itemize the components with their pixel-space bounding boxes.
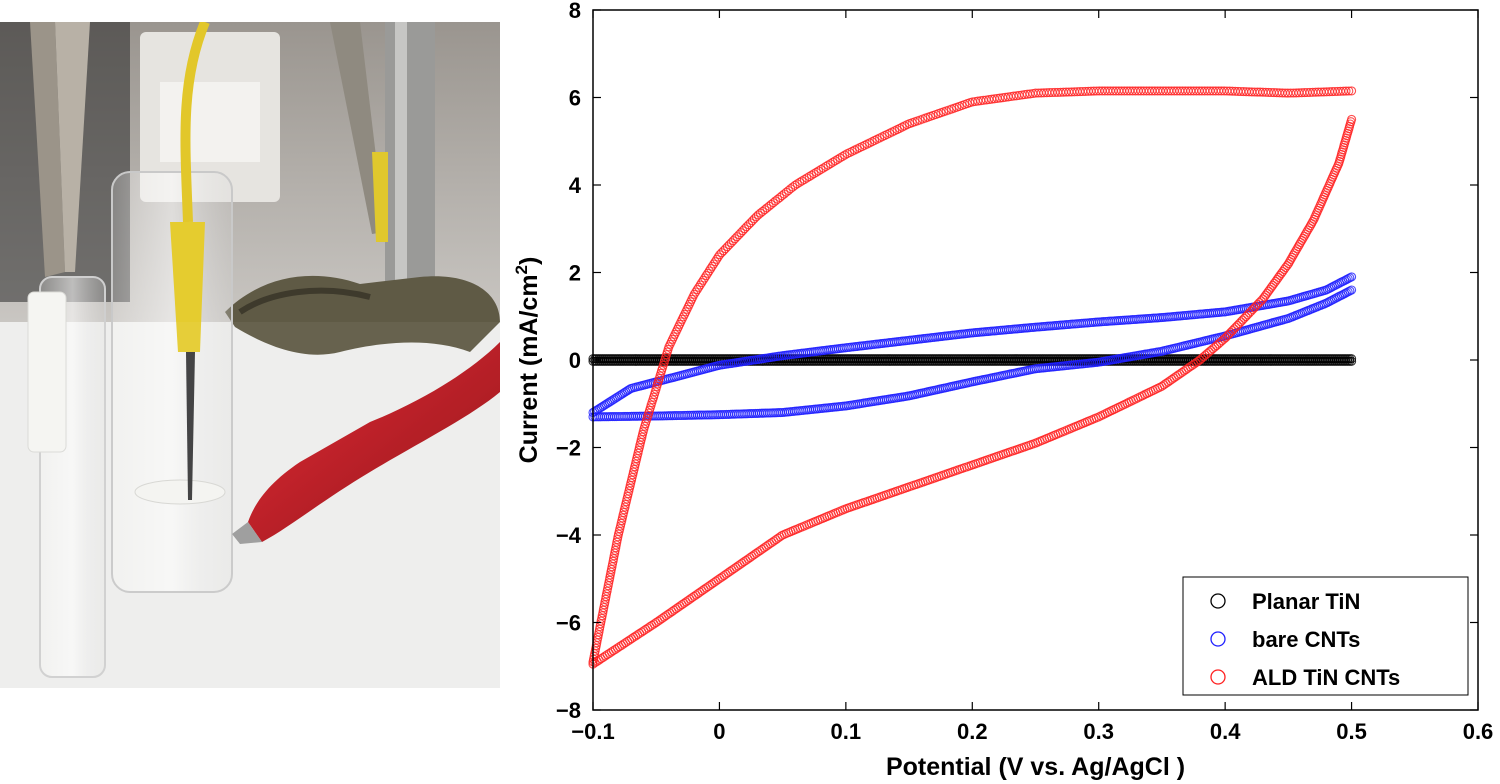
data-point — [795, 177, 805, 187]
data-point — [811, 167, 821, 177]
y-tick-label: −2 — [556, 436, 581, 461]
data-point — [710, 257, 720, 267]
legend-box — [1182, 576, 1469, 696]
data-point — [706, 264, 716, 274]
y-tick-label: −8 — [556, 698, 581, 723]
data-point — [816, 164, 826, 174]
data-point — [825, 159, 836, 169]
data-point — [837, 151, 847, 162]
series-bare-cnts — [588, 272, 1357, 422]
x-tick-label: −0.1 — [571, 719, 614, 744]
x-tick-label: 0.1 — [831, 719, 862, 744]
legend-label-ald-tin-cnts: ALD TiN CNTs — [1252, 665, 1400, 690]
data-point — [835, 153, 845, 163]
y-tick-label: −6 — [556, 611, 581, 636]
legend-marker-bare-cnts — [1210, 631, 1226, 647]
legend-label-planar-tin: Planar TiN — [1252, 589, 1360, 614]
data-point — [704, 266, 714, 276]
data-point — [806, 170, 817, 180]
x-tick-label: 0.3 — [1083, 719, 1114, 744]
legend-label-bare-cnts: bare CNTs — [1252, 627, 1360, 652]
y-tick-label: 0 — [569, 348, 581, 373]
y-tick-label: −4 — [556, 523, 582, 548]
data-point — [1344, 86, 1354, 96]
data-point — [818, 163, 828, 173]
data-point — [698, 275, 708, 285]
data-point — [840, 150, 850, 160]
data-point — [823, 160, 833, 170]
legend-marker-planar-tin — [1210, 593, 1226, 609]
x-tick-label: 0 — [713, 719, 725, 744]
data-point — [689, 289, 699, 299]
data-point — [1341, 86, 1351, 96]
data-point — [1347, 86, 1357, 96]
data-point — [788, 182, 798, 192]
data-point — [695, 280, 705, 290]
data-point — [821, 161, 831, 172]
data-point — [1347, 272, 1357, 282]
series-ald-tin-cnts — [588, 86, 1357, 669]
data-point — [799, 174, 809, 185]
data-point — [590, 658, 600, 668]
data-point — [814, 166, 824, 176]
y-tick-label: 2 — [569, 261, 581, 286]
data-point — [707, 261, 717, 271]
data-point — [809, 169, 819, 179]
data-point — [797, 176, 807, 186]
y-axis-label-close: ) — [515, 257, 543, 265]
data-point — [833, 154, 843, 164]
y-axis-label: Current (mA/cm2) — [512, 257, 543, 464]
electrochemical-cell-photo — [0, 22, 500, 688]
data-point — [692, 285, 702, 295]
data-point — [700, 273, 710, 283]
data-point — [694, 282, 704, 292]
data-point — [792, 179, 802, 189]
data-point — [709, 259, 719, 269]
y-axis-label-main: Current (mA/cm — [515, 274, 543, 463]
y-tick-label: 4 — [569, 173, 582, 198]
data-marks-layer — [588, 86, 1357, 669]
data-point — [703, 268, 713, 278]
data-point — [701, 271, 711, 281]
data-point — [802, 173, 812, 183]
legend: Planar TiN bare CNTs ALD TiN CNTs — [1182, 576, 1469, 696]
x-axis-label: Potential (V vs. Ag/AgCl ) — [886, 753, 1185, 781]
legend-marker-ald-tin-cnts — [1210, 669, 1226, 685]
x-tick-label: 0.5 — [1336, 719, 1367, 744]
data-point — [1345, 273, 1355, 283]
data-point — [804, 172, 814, 182]
x-tick-label: 0.2 — [957, 719, 988, 744]
data-point — [697, 278, 707, 288]
ticks-layer: −0.1 0 0.1 0.2 0.3 0.4 0.5 0.6 −8 −6 −4 −2 0 2 4 6 8 — [556, 0, 1493, 744]
data-point — [830, 156, 840, 166]
data-point — [691, 287, 701, 297]
data-point — [828, 157, 838, 167]
y-axis-label-superscript: 2 — [512, 265, 531, 274]
x-tick-label: 0.6 — [1463, 719, 1494, 744]
data-point — [790, 180, 800, 190]
y-tick-label: 8 — [569, 0, 581, 23]
data-point — [712, 254, 722, 264]
series-planar-tin — [588, 354, 1357, 366]
x-tick-label: 0.4 — [1210, 719, 1241, 744]
y-tick-label: 6 — [569, 86, 581, 111]
